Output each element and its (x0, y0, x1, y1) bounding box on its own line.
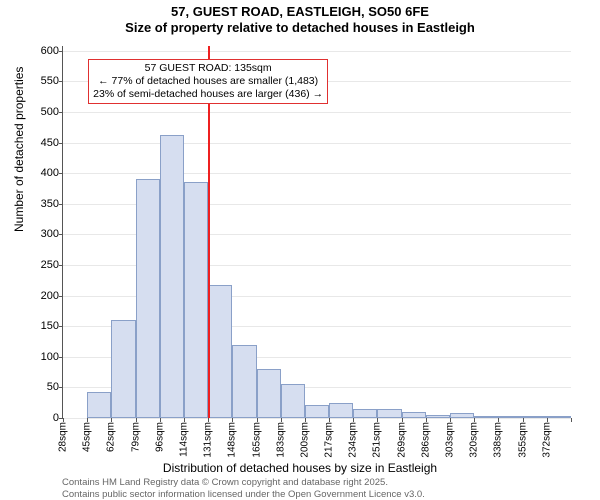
x-tick-label: 165sqm (251, 422, 262, 458)
title-line1: 57, GUEST ROAD, EASTLEIGH, SO50 6FE (0, 4, 600, 20)
x-tick-label: 217sqm (324, 422, 335, 458)
histogram-bar (232, 345, 256, 418)
histogram-chart: 05010015020025030035040045050055060028sq… (62, 46, 571, 419)
histogram-bar (87, 392, 111, 418)
histogram-bar (208, 285, 232, 418)
gridline (63, 143, 571, 144)
histogram-bar (305, 405, 329, 418)
gridline (63, 418, 571, 419)
y-tick-label: 450 (41, 137, 59, 149)
y-tick-mark (59, 112, 63, 113)
x-tick-label: 96sqm (154, 422, 165, 452)
histogram-bar (136, 179, 160, 418)
x-tick-label: 269sqm (396, 422, 407, 458)
x-tick-mark (571, 418, 572, 422)
x-tick-label: 28sqm (58, 422, 69, 452)
y-tick-mark (59, 357, 63, 358)
x-tick-label: 114sqm (178, 422, 189, 457)
histogram-bar (257, 369, 281, 418)
histogram-bar (474, 416, 498, 418)
x-tick-label: 200sqm (299, 422, 310, 458)
annotation-line: ← 77% of detached houses are smaller (1,… (93, 75, 323, 88)
histogram-bar (498, 416, 522, 418)
y-tick-mark (59, 51, 63, 52)
x-tick-label: 79sqm (130, 422, 141, 452)
marker-annotation: 57 GUEST ROAD: 135sqm← 77% of detached h… (88, 59, 328, 104)
x-tick-label: 148sqm (227, 422, 238, 458)
x-tick-label: 372sqm (541, 422, 552, 458)
attribution-line2: Contains public sector information licen… (62, 489, 425, 500)
histogram-bar (426, 415, 450, 418)
histogram-bar (523, 416, 547, 418)
x-tick-label: 45sqm (82, 422, 93, 452)
y-tick-label: 550 (41, 75, 59, 87)
x-tick-label: 234sqm (348, 422, 359, 458)
x-tick-label: 131sqm (203, 422, 214, 458)
histogram-bar (353, 409, 377, 418)
x-tick-label: 338sqm (493, 422, 504, 458)
y-tick-mark (59, 296, 63, 297)
histogram-bar (329, 403, 353, 418)
y-tick-label: 600 (41, 45, 59, 57)
y-tick-label: 50 (47, 381, 59, 393)
annotation-line: 57 GUEST ROAD: 135sqm (93, 62, 323, 75)
y-tick-label: 150 (41, 320, 59, 332)
y-tick-label: 500 (41, 106, 59, 118)
gridline (63, 51, 571, 52)
title-line2: Size of property relative to detached ho… (0, 20, 600, 36)
x-tick-label: 62sqm (106, 422, 117, 452)
histogram-bar (281, 384, 305, 418)
y-tick-mark (59, 234, 63, 235)
histogram-bar (450, 413, 474, 418)
x-tick-label: 355sqm (517, 422, 528, 458)
x-axis-label: Distribution of detached houses by size … (0, 461, 600, 475)
y-tick-label: 200 (41, 290, 59, 302)
y-tick-mark (59, 326, 63, 327)
gridline (63, 112, 571, 113)
y-tick-mark (59, 204, 63, 205)
histogram-bar (111, 320, 135, 418)
x-tick-label: 303sqm (445, 422, 456, 458)
y-tick-label: 100 (41, 351, 59, 363)
x-tick-label: 320sqm (469, 422, 480, 458)
y-tick-mark (59, 143, 63, 144)
y-tick-mark (59, 81, 63, 82)
histogram-bar (402, 412, 426, 418)
y-axis-label: Number of detached properties (12, 67, 26, 232)
attribution-line1: Contains HM Land Registry data © Crown c… (62, 477, 425, 488)
histogram-bar (547, 416, 571, 418)
y-tick-mark (59, 387, 63, 388)
y-tick-label: 300 (41, 228, 59, 240)
y-tick-mark (59, 173, 63, 174)
histogram-bar (377, 409, 401, 418)
annotation-line: 23% of semi-detached houses are larger (… (93, 88, 323, 101)
histogram-bar (184, 182, 208, 418)
x-tick-label: 286sqm (420, 422, 431, 458)
histogram-bar (160, 135, 184, 418)
y-tick-label: 350 (41, 198, 59, 210)
x-tick-label: 251sqm (372, 422, 383, 458)
y-tick-mark (59, 265, 63, 266)
x-tick-label: 183sqm (275, 422, 286, 458)
attribution-text: Contains HM Land Registry data © Crown c… (62, 477, 425, 500)
gridline (63, 173, 571, 174)
y-tick-label: 250 (41, 259, 59, 271)
y-tick-label: 400 (41, 167, 59, 179)
